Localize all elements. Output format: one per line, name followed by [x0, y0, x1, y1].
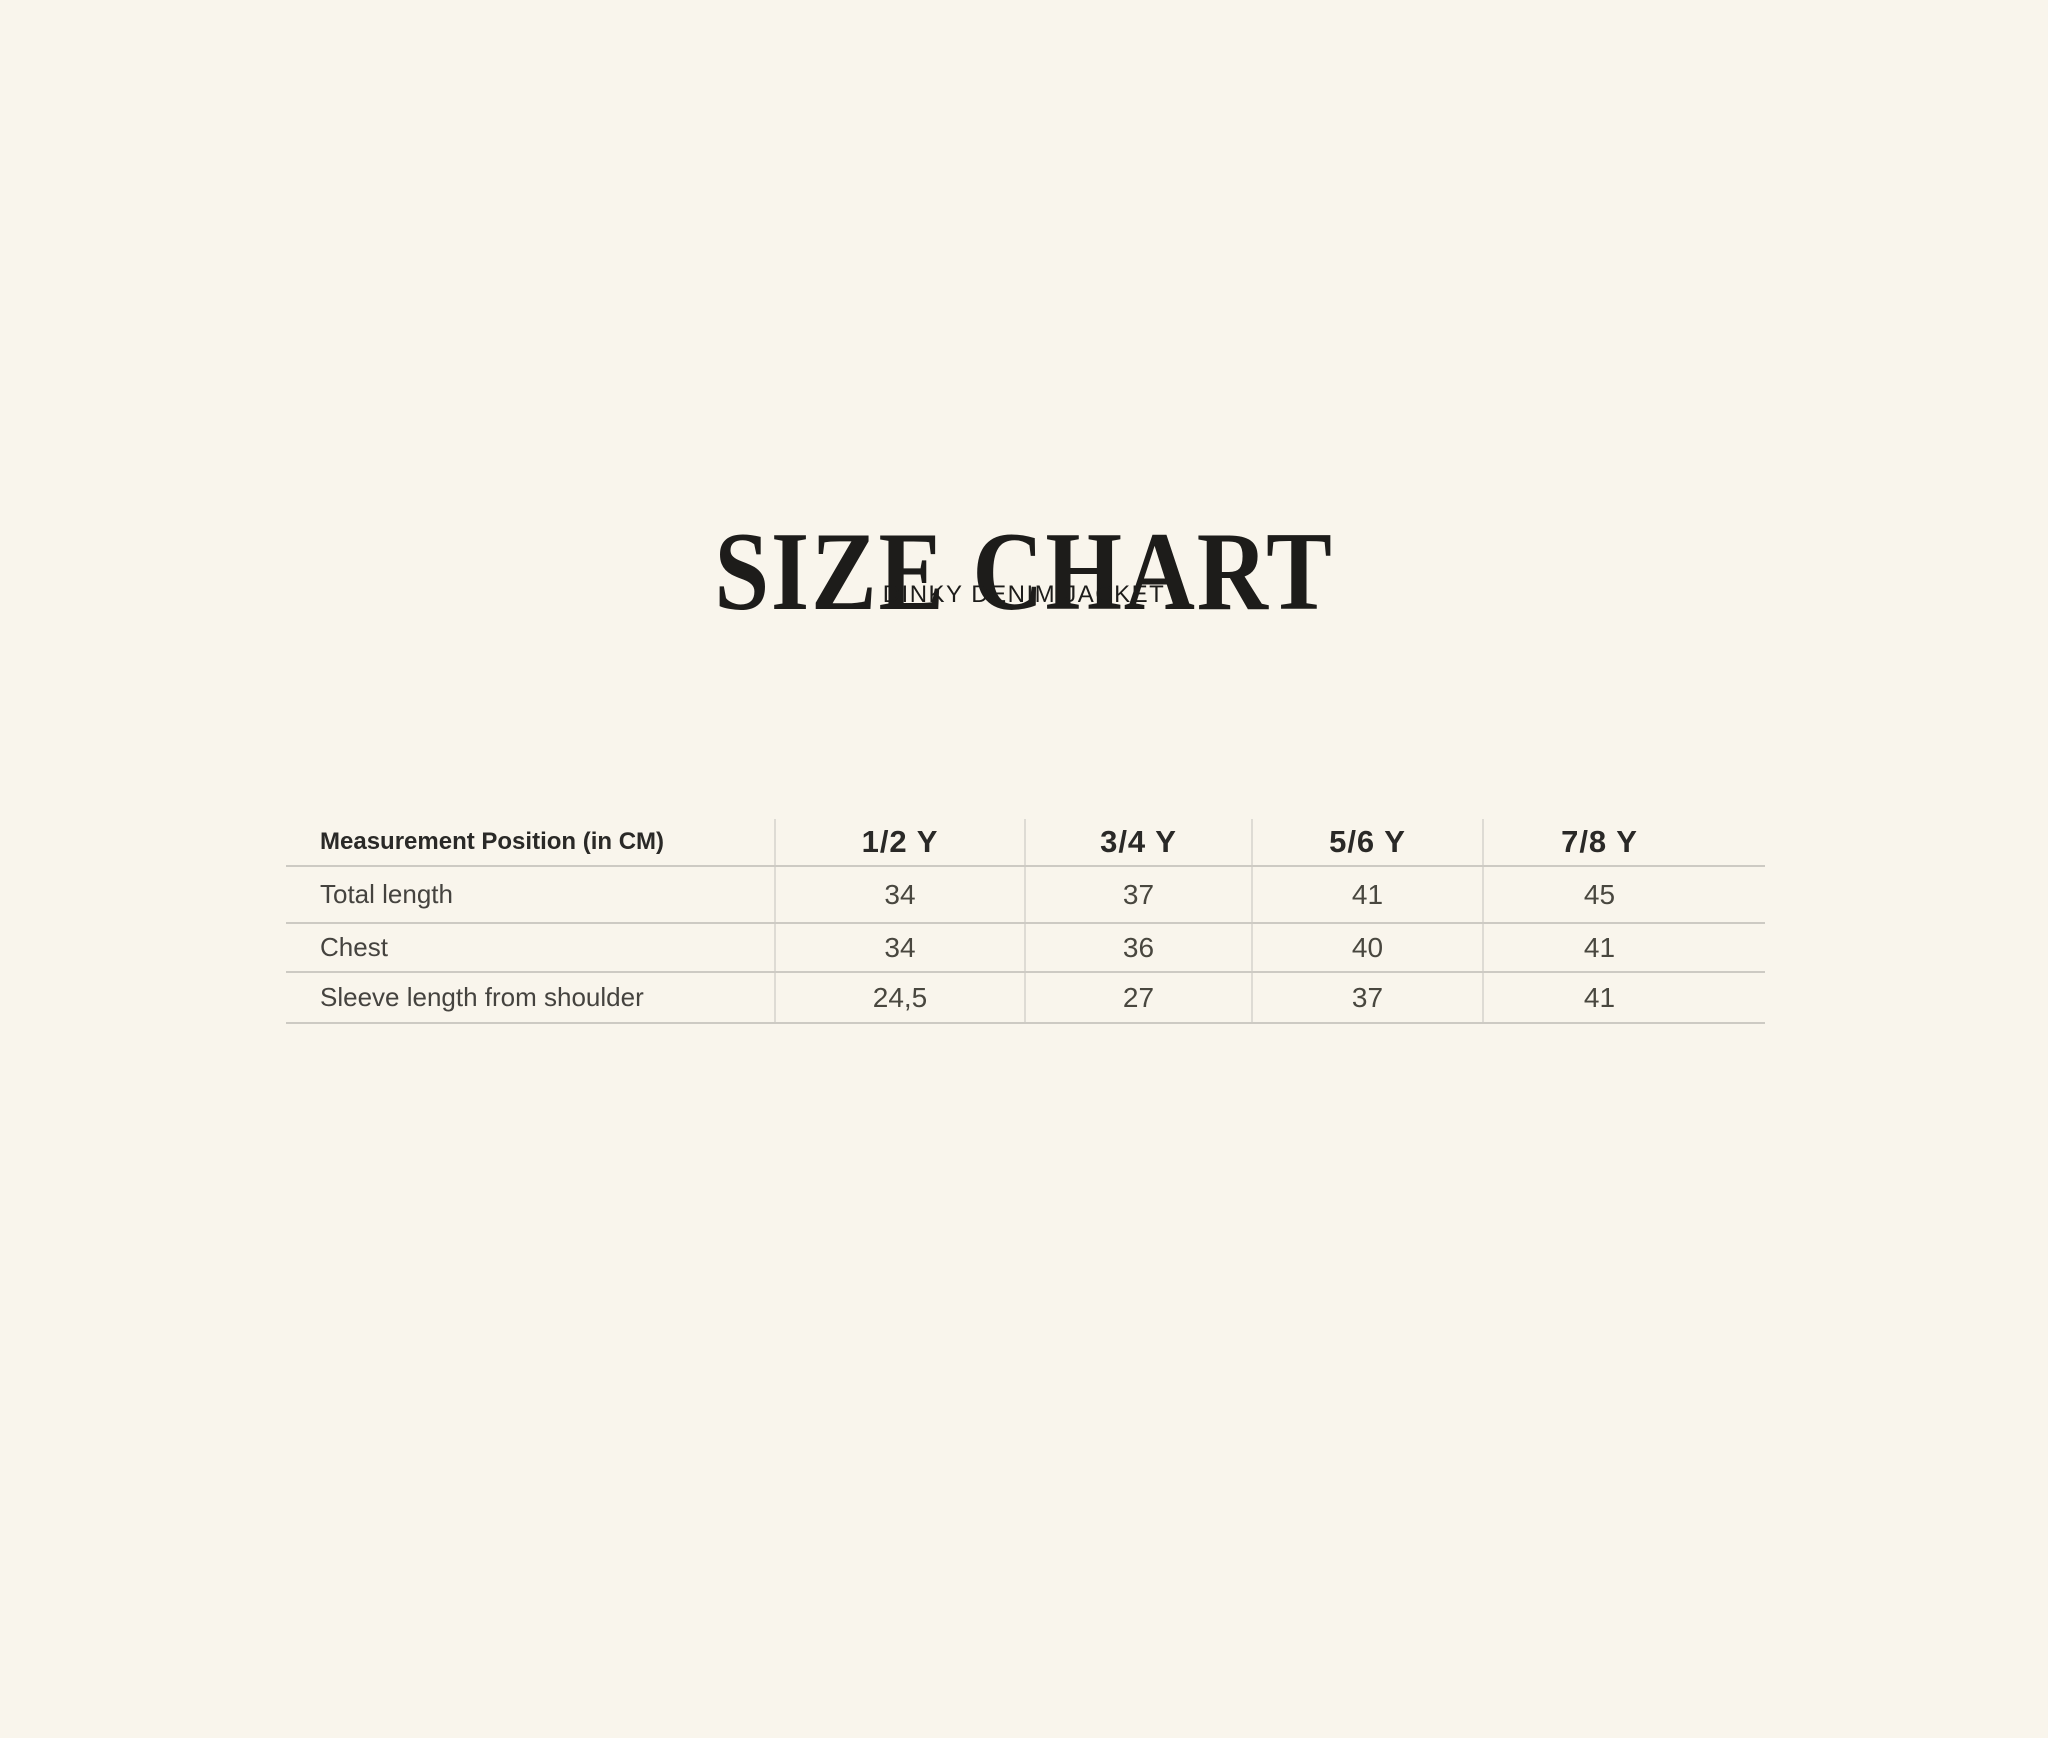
size-value: 41 — [1251, 866, 1483, 924]
size-value: 34 — [774, 923, 1025, 973]
size-chart-table: Measurement Position (in CM) 1/2 Y 3/4 Y… — [286, 819, 1765, 1024]
column-header-size-1-2y: 1/2 Y — [774, 819, 1025, 867]
row-label: Chest — [286, 923, 775, 973]
table-spacer — [1715, 819, 1765, 867]
size-value: 37 — [1251, 972, 1483, 1024]
column-header-measurement-position: Measurement Position (in CM) — [286, 819, 775, 867]
page-title: SIZE CHART — [714, 510, 1334, 635]
size-value: 27 — [1024, 972, 1252, 1024]
size-value: 36 — [1024, 923, 1252, 973]
size-value: 40 — [1251, 923, 1483, 973]
size-value: 41 — [1482, 972, 1715, 1024]
table-spacer — [1715, 923, 1765, 973]
row-label: Sleeve length from shoulder — [286, 972, 775, 1024]
column-header-size-5-6y: 5/6 Y — [1251, 819, 1483, 867]
table-spacer — [1715, 972, 1765, 1024]
size-value: 24,5 — [774, 972, 1025, 1024]
row-label: Total length — [286, 866, 775, 924]
table-row-chest: Chest 34 36 40 41 — [286, 923, 1765, 973]
size-value: 37 — [1024, 866, 1252, 924]
size-value: 41 — [1482, 923, 1715, 973]
column-header-size-3-4y: 3/4 Y — [1024, 819, 1252, 867]
table-header-row: Measurement Position (in CM) 1/2 Y 3/4 Y… — [286, 819, 1765, 867]
page-subtitle: DINKY DENIM JACKET — [882, 581, 1166, 608]
column-header-size-7-8y: 7/8 Y — [1482, 819, 1715, 867]
table-row-total-length: Total length 34 37 41 45 — [286, 866, 1765, 924]
size-value: 45 — [1482, 866, 1715, 924]
table-row-sleeve-length: Sleeve length from shoulder 24,5 27 37 4… — [286, 972, 1765, 1024]
table-spacer — [1715, 866, 1765, 924]
size-value: 34 — [774, 866, 1025, 924]
